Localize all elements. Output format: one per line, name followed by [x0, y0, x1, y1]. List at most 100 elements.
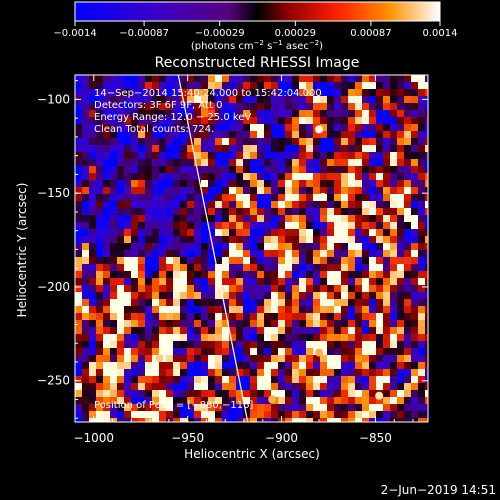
- heatmap-cell: [124, 243, 132, 251]
- heatmap-cell: [271, 75, 279, 83]
- heatmap-cell: [306, 82, 314, 90]
- heatmap-cell: [166, 411, 174, 419]
- heatmap-cell: [201, 215, 209, 223]
- heatmap-cell: [390, 159, 398, 167]
- heatmap-cell: [89, 320, 97, 328]
- heatmap-cell: [264, 110, 272, 118]
- heatmap-cell: [145, 89, 153, 97]
- heatmap-cell: [257, 229, 265, 237]
- heatmap-cell: [145, 96, 153, 104]
- heatmap-cell: [243, 173, 251, 181]
- heatmap-cell: [229, 348, 237, 356]
- heatmap-cell: [166, 75, 174, 83]
- heatmap-cell: [306, 271, 314, 279]
- heatmap-cell: [355, 257, 363, 265]
- heatmap-cell: [425, 215, 428, 223]
- heatmap-cell: [418, 383, 426, 391]
- heatmap-cell: [264, 215, 272, 223]
- heatmap-cell: [250, 369, 258, 377]
- heatmap-cell: [257, 334, 265, 342]
- heatmap-cell: [355, 348, 363, 356]
- heatmap-cell: [152, 82, 160, 90]
- heatmap-cell: [89, 369, 97, 377]
- heatmap-cell: [75, 292, 83, 300]
- heatmap-cell: [103, 89, 111, 97]
- heatmap-cell: [89, 131, 97, 139]
- heatmap-cell: [327, 166, 335, 174]
- heatmap-cell: [271, 243, 279, 251]
- heatmap-cell: [257, 187, 265, 195]
- heatmap-cell: [124, 292, 132, 300]
- heatmap-cell: [250, 201, 258, 209]
- heatmap-cell: [327, 138, 335, 146]
- heatmap-cell: [257, 173, 265, 181]
- heatmap-cell: [411, 117, 419, 125]
- heatmap-cell: [222, 96, 230, 104]
- heatmap-cell: [418, 369, 426, 377]
- heatmap-cell: [285, 138, 293, 146]
- heatmap-cell: [411, 222, 419, 230]
- heatmap-cell: [110, 201, 118, 209]
- heatmap-cell: [355, 103, 363, 111]
- heatmap-cell: [278, 411, 286, 419]
- heatmap-cell: [278, 145, 286, 153]
- heatmap-cell: [201, 369, 209, 377]
- heatmap-cell: [390, 96, 398, 104]
- heatmap-cell: [236, 138, 244, 146]
- heatmap-cell: [145, 243, 153, 251]
- heatmap-cell: [236, 187, 244, 195]
- heatmap-cell: [418, 103, 426, 111]
- heatmap-cell: [334, 341, 342, 349]
- heatmap-cell: [103, 271, 111, 279]
- heatmap-cell: [124, 124, 132, 132]
- heatmap-cell: [334, 236, 342, 244]
- heatmap-cell: [390, 397, 398, 405]
- heatmap-cell: [292, 131, 300, 139]
- heatmap-cell: [327, 362, 335, 370]
- heatmap-cell: [376, 201, 384, 209]
- heatmap-cell: [404, 82, 412, 90]
- heatmap-cell: [313, 229, 321, 237]
- heatmap-cell: [320, 390, 328, 398]
- heatmap-cell: [138, 96, 146, 104]
- heatmap-cell: [236, 362, 244, 370]
- heatmap-cell: [376, 306, 384, 314]
- heatmap-cell: [390, 327, 398, 335]
- heatmap-cell: [334, 348, 342, 356]
- heatmap-cell: [327, 229, 335, 237]
- heatmap-cell: [418, 376, 426, 384]
- heatmap-cell: [117, 397, 125, 405]
- heatmap-cell: [355, 390, 363, 398]
- heatmap-cell: [250, 299, 258, 307]
- heatmap-cell: [236, 89, 244, 97]
- heatmap-cell: [334, 376, 342, 384]
- heatmap-cell: [320, 362, 328, 370]
- heatmap-cell: [250, 257, 258, 265]
- heatmap-cell: [257, 236, 265, 244]
- heatmap-cell: [229, 229, 237, 237]
- heatmap-cell: [383, 110, 391, 118]
- heatmap-cell: [229, 250, 237, 258]
- heatmap-cell: [271, 278, 279, 286]
- heatmap-cell: [229, 292, 237, 300]
- heatmap-cell: [82, 327, 90, 335]
- heatmap-cell: [257, 411, 265, 419]
- heatmap-cell: [173, 285, 181, 293]
- heatmap-cell: [75, 82, 83, 90]
- heatmap-cell: [383, 264, 391, 272]
- heatmap-cell: [341, 383, 349, 391]
- heatmap-cell: [348, 369, 356, 377]
- heatmap-cell: [131, 138, 139, 146]
- heatmap-cell: [397, 411, 405, 419]
- heatmap-cell: [313, 320, 321, 328]
- heatmap-cell: [355, 299, 363, 307]
- heatmap-cell: [152, 131, 160, 139]
- heatmap-cell: [173, 376, 181, 384]
- heatmap-cell: [376, 187, 384, 195]
- heatmap-cell: [397, 299, 405, 307]
- heatmap-cell: [173, 320, 181, 328]
- heatmap-cell: [131, 166, 139, 174]
- heatmap-cell: [166, 376, 174, 384]
- heatmap-cell: [264, 404, 272, 412]
- heatmap-cell: [222, 75, 230, 83]
